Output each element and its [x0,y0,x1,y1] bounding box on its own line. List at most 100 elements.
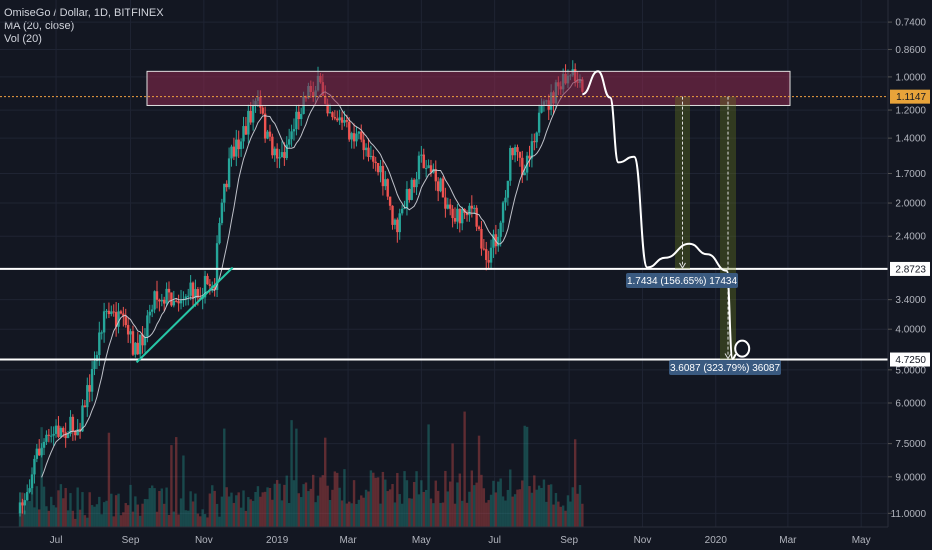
ma-indicator-label[interactable]: MA (20, close) [4,20,75,32]
volume-bar [261,492,264,527]
volume-bar [83,515,87,527]
candle-body [112,311,115,313]
candle-body [247,110,250,135]
volume-bar [408,498,411,527]
volume-bar [453,503,457,527]
candle-body [415,179,418,188]
volume-bar [516,489,519,527]
candle-body [263,113,267,139]
measure-callout[interactable]: 1.7434 (156.65%) 17434 [626,273,738,288]
candle-body [489,247,493,263]
price-tick-label: 1.0000 [895,72,926,83]
candle-body [66,433,70,439]
volume-bar [477,435,481,527]
measure-callout[interactable]: 3.6087 (323.79%) 36087 [669,360,781,375]
price-tag-current: 1.1147 [890,89,930,104]
volume-bar [93,506,96,527]
candle-body [232,146,236,157]
volume-bar [432,503,435,527]
trendline[interactable] [135,266,234,364]
volume-indicator-label[interactable]: Vol (20) [4,33,42,45]
volume-bar [283,484,286,527]
time-tick-label: Sep [122,535,140,546]
price-tag-bg [890,261,930,276]
volume-bar [237,492,240,527]
volume-bar [33,507,36,527]
volume-bar [362,497,365,527]
candle-body [42,441,46,448]
volume-bar [30,487,34,527]
candle-body [23,500,27,506]
candle-body [477,226,481,229]
volume-bar [424,489,428,527]
volume-bar [509,469,512,527]
volume-bar [105,500,108,527]
volume-bar [292,480,296,527]
time-tick-label: Nov [195,535,213,546]
candle-body [184,296,188,300]
volume-bar [110,493,113,527]
price-tag-bg [890,89,930,104]
candle-body [268,131,272,137]
volume-bar [561,505,565,527]
symbol-title[interactable]: OmiseGo / Dollar, 1D, BITFINEX [4,7,164,19]
price-tag-label: 4.7250 [895,355,926,366]
volume-bar [199,516,202,527]
volume-bar [573,439,577,527]
volume-bar [372,472,375,527]
time-tick-label: Mar [339,535,357,546]
volume-bar [251,500,255,527]
candle-body [266,131,269,139]
candle-body [213,285,216,290]
candle-body [177,301,180,304]
candle-body [160,299,163,302]
volume-bar [102,502,106,527]
volume-bar [357,499,361,527]
resistance-zone[interactable] [146,70,791,106]
candle-body [47,434,51,436]
candle-body [271,136,274,156]
drawings[interactable]: 1.7434 (156.65%) 17434 3.6087 (323.79%) 3… [0,70,888,375]
candle-body [131,331,135,355]
volume-bar [537,485,541,527]
time-axis[interactable]: Jul Sep Nov 2019 Mar May Jul Sep Nov 2020 Mar May [0,526,932,550]
price-tick-label: 11.0000 [891,509,927,520]
projection-path[interactable] [582,70,737,360]
volume-bar [552,504,555,527]
price-tick-label: 9.0000 [895,472,926,483]
volume-bar [242,490,245,527]
candle-body [482,248,486,250]
volume-bar [136,504,139,527]
volume-bar [62,498,65,527]
grid [0,0,888,527]
time-tick-label: May [852,535,871,546]
volume-bar [69,493,72,527]
volume-bar [319,477,322,527]
volume-bar [249,499,252,527]
candle-body [223,183,226,203]
candle-body [78,429,82,432]
price-tag-label: 2.8723 [895,264,926,275]
measure-arrowhead [724,353,732,360]
ma-line [41,79,583,478]
candle-body [194,289,197,299]
price-axis[interactable]: 0.7400 0.8600 1.0000 1.2000 1.4000 1.7000 2.00… [887,0,932,550]
candle-body [475,207,478,227]
volume-bar [554,493,558,527]
candle-body [285,144,288,159]
volume-bar [391,483,394,527]
candle-body [516,147,519,152]
candle-body [35,448,39,459]
candle-body [367,147,370,157]
chart-legend: OmiseGo / Dollar, 1D, BITFINEX MA (20, c… [4,7,164,46]
time-tick-label: Jul [50,535,63,546]
candle-body [59,427,63,437]
volume-bar [576,493,579,527]
candle-body [461,209,464,224]
candle-body [424,168,428,170]
time-tick-label: Nov [634,535,652,546]
candle-body [497,236,500,247]
candle-body [189,282,192,296]
volume-bar [336,472,339,527]
